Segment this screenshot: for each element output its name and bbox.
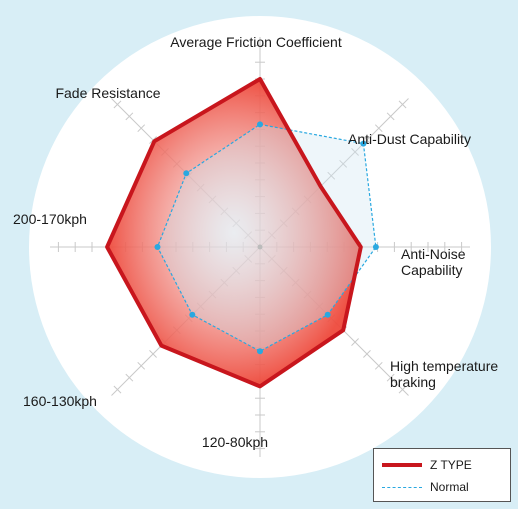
axis-tick-7-10 — [137, 124, 146, 133]
point-normal-1 — [360, 140, 367, 147]
axis-tick-3-9 — [363, 350, 371, 358]
axis-label-3-line-0: High temperature — [390, 358, 498, 374]
point-normal-6 — [154, 244, 161, 250]
axis-tick-7-12 — [113, 100, 122, 109]
axis-tick-3-8 — [351, 338, 359, 346]
axis-label-0-line-0: Average Friction Coefficient — [170, 34, 342, 50]
axis-label-0: Average Friction Coefficient — [170, 34, 342, 50]
axis-label-5-line-0: 160-130kph — [23, 393, 97, 409]
axis-label-2: Anti-Noise Capability — [401, 246, 466, 278]
axis-tick-5-12 — [113, 385, 122, 394]
axis-tick-3-11 — [386, 373, 395, 382]
axis-tick-3-10 — [374, 361, 383, 370]
axis-tick-5-11 — [125, 373, 134, 382]
point-normal-5 — [189, 311, 196, 318]
axis-label-1-line-0: Anti-Dust Capability — [348, 131, 471, 147]
normal-swatch — [382, 486, 422, 488]
axis-tick-5-10 — [137, 361, 146, 370]
point-normal-3 — [324, 311, 331, 318]
axis-tick-1-6 — [327, 171, 336, 180]
legend: Z TYPE Normal — [373, 448, 511, 502]
series-line-z-type — [105, 77, 363, 389]
axis-label-2-line-0: Anti-Noise — [401, 246, 466, 262]
axis-labels: Average Friction Coefficient Anti-Dust Ca… — [13, 34, 498, 450]
axis-label-7: Fade Resistance — [55, 85, 160, 101]
axis-tick-1-11 — [386, 112, 395, 121]
axis-label-4: 120-80kph — [202, 434, 268, 450]
legend-item-normal: Normal — [382, 478, 469, 496]
point-normal-2 — [372, 244, 379, 250]
legend-item-z-type: Z TYPE — [382, 456, 472, 474]
point-normal-7 — [183, 170, 190, 177]
axis-label-2-line-1: Capability — [401, 262, 462, 278]
axis-tick-1-7 — [339, 159, 348, 168]
axis-tick-7-11 — [125, 112, 134, 121]
axis-label-1: Anti-Dust Capability — [348, 131, 471, 147]
axis-tick-3-12 — [398, 385, 407, 394]
center-point — [257, 244, 263, 250]
series-fill-z-type — [107, 79, 361, 387]
axis-label-5: 160-130kph — [23, 393, 97, 409]
axis-label-6: 200-170kph — [13, 211, 87, 227]
series-line-normal — [156, 123, 377, 352]
axis-tick-1-10 — [374, 124, 383, 133]
point-normal-0 — [257, 121, 263, 128]
axis-tick-5-9 — [149, 350, 157, 358]
radar-series — [105, 77, 379, 389]
axis-label-4-line-0: 120-80kph — [202, 434, 268, 450]
legend-label-z-type: Z TYPE — [430, 458, 472, 472]
legend-label-normal: Normal — [430, 480, 469, 494]
axis-tick-1-9 — [363, 136, 371, 144]
axis-label-3: High temperature braking — [390, 358, 498, 390]
axis-label-6-line-0: 200-170kph — [13, 211, 87, 227]
axis-label-7-line-0: Fade Resistance — [55, 85, 160, 101]
axis-label-3-line-1: braking — [390, 374, 436, 390]
point-normal-4 — [257, 348, 263, 355]
axis-tick-1-12 — [398, 100, 407, 109]
z-type-swatch — [382, 463, 422, 467]
axis-tick-1-8 — [351, 148, 359, 156]
